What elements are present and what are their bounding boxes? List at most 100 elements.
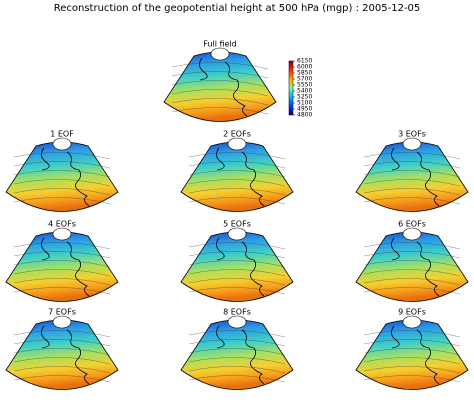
map [5, 227, 119, 302]
colorbar-bar [288, 60, 294, 116]
pole-cap [402, 227, 422, 241]
figure-title: Reconstruction of the geopotential heigh… [54, 3, 421, 14]
contour [188, 188, 286, 196]
contour [188, 197, 286, 205]
coastline [241, 329, 265, 385]
map [355, 227, 469, 302]
pole-cap [227, 227, 247, 241]
coastline [66, 151, 90, 207]
contour [363, 287, 461, 295]
contour [13, 188, 111, 196]
contour [171, 107, 269, 115]
coastline [241, 151, 265, 207]
contour [13, 260, 111, 268]
coastline [41, 325, 50, 349]
panel-title: 2 EOFs [223, 130, 251, 139]
contour [363, 170, 461, 178]
panel-title: 9 EOFs [398, 308, 426, 317]
colorbar-tick-label: 6150 [297, 58, 312, 65]
contour [188, 366, 286, 374]
map [180, 227, 294, 302]
contour [363, 242, 461, 250]
contour [171, 71, 269, 79]
contour [188, 242, 286, 250]
contour [188, 179, 286, 187]
contour [363, 269, 461, 277]
contour [188, 278, 286, 286]
contour [13, 375, 111, 383]
pole-cap [52, 315, 72, 329]
contour [363, 348, 461, 356]
coastline [391, 325, 400, 349]
contour [363, 375, 461, 383]
contour [13, 251, 111, 259]
contour [171, 62, 269, 70]
contour [13, 357, 111, 365]
contour [13, 339, 111, 347]
coastline [41, 237, 50, 261]
contour [363, 251, 461, 259]
coastline [216, 237, 225, 261]
coastline [216, 147, 225, 171]
panel-title: 4 EOFs [48, 220, 76, 229]
panel-title: 6 EOFs [398, 220, 426, 229]
contour [188, 152, 286, 160]
contour [188, 375, 286, 383]
pole-cap [210, 47, 230, 61]
colorbar-tick-label: 6000 [297, 64, 312, 71]
coastline [199, 57, 208, 81]
contour [363, 339, 461, 347]
contour [13, 152, 111, 160]
contour [13, 170, 111, 178]
contour [188, 260, 286, 268]
contour [363, 278, 461, 286]
coastline [416, 329, 440, 385]
pole-cap [402, 137, 422, 151]
contour [13, 269, 111, 277]
colorbar-tick-label: 5700 [297, 76, 312, 83]
pole-cap [227, 137, 247, 151]
contour [363, 188, 461, 196]
contour [363, 197, 461, 205]
contour [13, 330, 111, 338]
contour [13, 348, 111, 356]
contour [188, 339, 286, 347]
map [5, 315, 119, 390]
panel-title: Full field [203, 40, 236, 49]
map [180, 315, 294, 390]
coastline [416, 241, 440, 297]
contour [13, 242, 111, 250]
contour [171, 98, 269, 106]
colorbar-tick-label: 5100 [297, 100, 312, 107]
contour [13, 197, 111, 205]
coastline [416, 151, 440, 207]
contour [363, 357, 461, 365]
panel-title: 5 EOFs [223, 220, 251, 229]
contour [13, 179, 111, 187]
contour [171, 89, 269, 97]
colorbar-tick-label: 5550 [297, 82, 312, 89]
pole-cap [52, 137, 72, 151]
contour [188, 170, 286, 178]
contour [171, 80, 269, 88]
contour [13, 161, 111, 169]
coastline [224, 61, 248, 117]
contour [363, 330, 461, 338]
pole-cap [52, 227, 72, 241]
coastline [66, 241, 90, 297]
coastline [391, 237, 400, 261]
coastline [66, 329, 90, 385]
contour [188, 287, 286, 295]
pole-cap [227, 315, 247, 329]
colorbar-tick-label: 5250 [297, 94, 312, 101]
contour [363, 152, 461, 160]
map [355, 315, 469, 390]
panel-title: 8 EOFs [223, 308, 251, 317]
map [355, 137, 469, 212]
contour [363, 179, 461, 187]
coastline [216, 325, 225, 349]
coastline [391, 147, 400, 171]
map [180, 137, 294, 212]
